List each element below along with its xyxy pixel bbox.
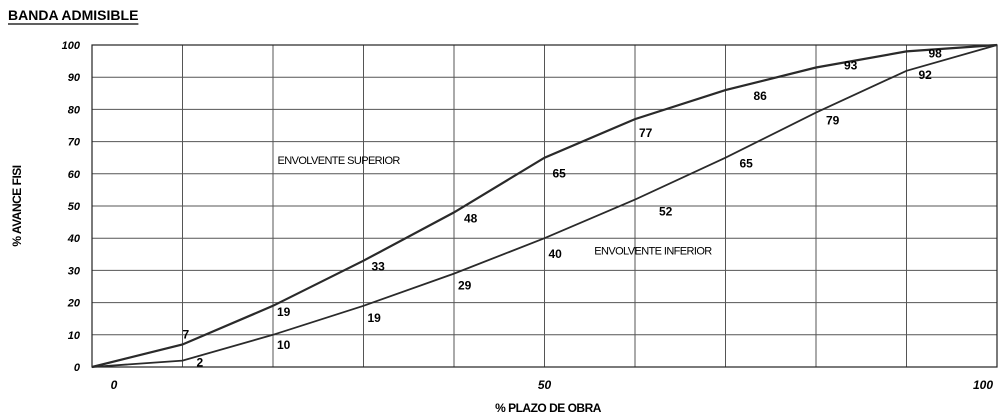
y-tick-label: 30 [68, 265, 81, 277]
plot-frame [91, 44, 998, 368]
data-label-lower: 92 [919, 68, 933, 82]
x-axis-ticks: 0 50 100 [111, 378, 994, 392]
data-label-upper: 98 [929, 46, 943, 60]
x-tick-label: 50 [538, 378, 552, 392]
data-label-lower: 52 [659, 205, 673, 219]
series-line-upper [91, 43, 998, 369]
data-label-lower: 2 [197, 356, 204, 370]
y-axis-ticks: 0 10 20 30 40 50 60 70 80 90 100 [62, 40, 81, 374]
data-label-lower: 79 [826, 114, 840, 128]
data-label-upper: 48 [464, 211, 478, 225]
data-label-upper: 86 [754, 89, 768, 103]
data-label-lower: 10 [277, 338, 291, 352]
y-tick-label: 100 [62, 40, 81, 52]
data-label-upper: 7 [183, 327, 190, 341]
data-label-lower: 65 [740, 157, 754, 171]
annotations: ENVOLVENTE SUPERIOR ENVOLVENTE INFERIOR [278, 155, 713, 257]
data-label-upper: 65 [553, 167, 567, 181]
data-label-upper: 19 [277, 305, 291, 319]
y-tick-label: 50 [68, 201, 81, 213]
y-tick-label: 20 [67, 298, 81, 310]
x-tick-label: 0 [111, 378, 118, 392]
data-label-upper: 33 [372, 260, 386, 274]
data-labels: 7 19 33 48 65 77 86 93 98 2 10 19 29 40 52 65 79 92 [183, 46, 943, 369]
y-tick-label: 0 [74, 362, 81, 374]
y-tick-label: 70 [68, 137, 81, 149]
x-tick-label: 100 [973, 378, 993, 392]
envelope-annotation: ENVOLVENTE SUPERIOR [278, 155, 401, 167]
envelope-annotation: ENVOLVENTE INFERIOR [594, 245, 712, 257]
series-line-lower [91, 44, 998, 368]
y-tick-label: 60 [68, 169, 81, 181]
y-tick-label: 40 [67, 233, 81, 245]
data-label-lower: 40 [549, 247, 563, 261]
data-label-upper: 93 [844, 59, 858, 73]
data-label-lower: 29 [458, 279, 472, 293]
series-group [91, 43, 998, 369]
y-tick-label: 90 [68, 72, 81, 84]
data-label-lower: 19 [368, 311, 382, 325]
grid [92, 45, 997, 367]
data-label-upper: 77 [639, 126, 653, 140]
y-axis-label: % AVANCE FISI [10, 165, 24, 246]
x-axis-label: % PLAZO DE OBRA [495, 401, 602, 415]
y-tick-label: 80 [68, 104, 81, 116]
y-tick-label: 10 [68, 330, 81, 342]
chart-title: BANDA ADMISIBLE [8, 7, 138, 23]
